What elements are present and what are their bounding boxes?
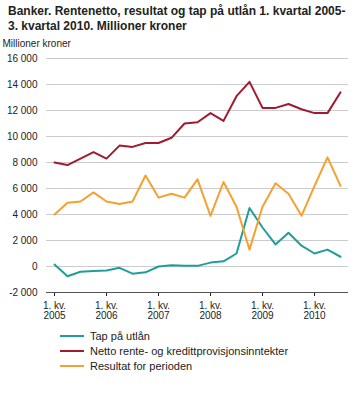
svg-text:1. kv.2007: 1. kv.2007: [147, 300, 170, 321]
svg-text:8 000: 8 000: [12, 157, 37, 168]
svg-text:0: 0: [32, 261, 38, 272]
svg-text:12 000: 12 000: [7, 105, 38, 116]
html-text:Resultat for perioden: Resultat for perioden: [90, 359, 193, 372]
html-text:Tap på utlån: Tap på utlån: [90, 329, 150, 342]
svg-text:1. kv.2008: 1. kv.2008: [199, 300, 222, 321]
html-text:Netto rente- og kredittprovisj: Netto rente- og kredittprovisjonsinntekt…: [90, 344, 289, 357]
svg-text:-2 000: -2 000: [9, 287, 38, 298]
svg-text:1. kv.2006: 1. kv.2006: [95, 300, 118, 321]
svg-text:1. kv.2009: 1. kv.2009: [251, 300, 274, 321]
html-text:Banker. Rentenetto, resultat o: Banker. Rentenetto, resultat og tap på u…: [8, 4, 346, 33]
svg-text:2 000: 2 000: [12, 235, 37, 246]
svg-text:Millioner kroner: Millioner kroner: [3, 38, 72, 49]
svg-text:1. kv.2010: 1. kv.2010: [303, 300, 326, 321]
svg-text:4 000: 4 000: [12, 209, 37, 220]
svg-text:14 000: 14 000: [7, 79, 38, 90]
svg-text:1. kv.2005: 1. kv.2005: [43, 300, 66, 321]
svg-text:10 000: 10 000: [7, 131, 38, 142]
svg-text:6 000: 6 000: [12, 183, 37, 194]
svg-text:16 000: 16 000: [7, 53, 38, 64]
